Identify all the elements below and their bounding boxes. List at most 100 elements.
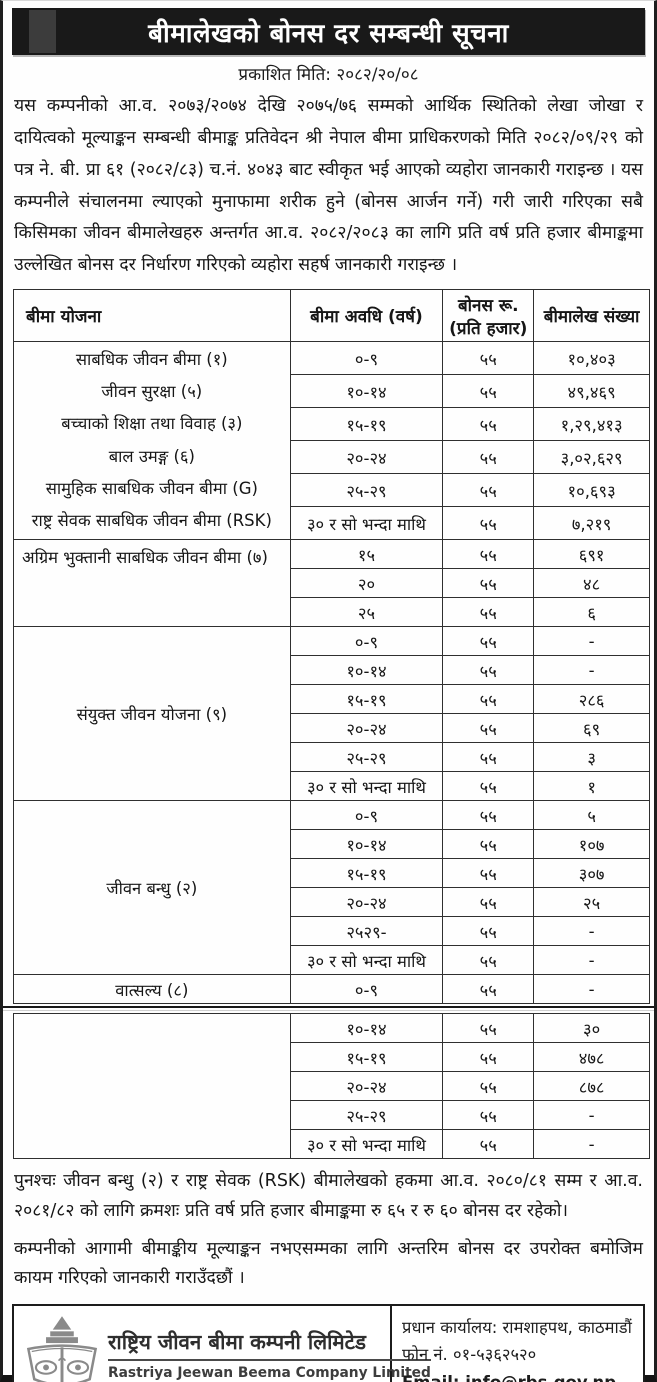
period-cell: १५-१९ [289, 1042, 444, 1073]
footnote-interim-bonus: कम्पनीको आगामी बीमाङ्कीय मूल्याङ्कन नभएस… [14, 1238, 643, 1289]
table-row: वात्सल्य (८) ०-९ ५५- [13, 974, 650, 1005]
bonus-cell: ५५ [442, 626, 535, 657]
count-cell: ४८ [533, 568, 650, 599]
count-cell: ६९ [533, 713, 650, 744]
footnote-postscript: पुनश्चः जीवन बन्धु (२) र राष्ट्र सेवक (R… [14, 1171, 643, 1221]
table-row: १०-१४ ५५ ४९,४६९ [14, 374, 650, 409]
table-row: ३० र सो भन्दा माथि ५५- [14, 1129, 650, 1160]
table-row: २०-२४ ५५ ६९ [14, 713, 650, 744]
bonus-cell: ५५ [442, 1071, 535, 1102]
period-cell: २५-२९ [289, 1100, 444, 1131]
table-header: बीमा योजना बीमा अवधि (वर्ष) बोनस रू. (प्र… [13, 289, 650, 343]
footer-contact-details: प्रधान कार्यालय: रामशाहपथ, काठमाडौं फोन … [392, 1306, 643, 1382]
count-cell: ६ [533, 597, 650, 628]
period-cell: ०-९ [289, 800, 444, 831]
count-cell: ५ [533, 800, 650, 831]
bonus-cell: ५५ [442, 771, 535, 802]
period-cell: ०-९ [289, 974, 444, 1005]
count-cell: - [533, 1129, 650, 1160]
bonus-cell: ५५ [442, 974, 535, 1005]
period-cell: ०-९ [289, 341, 444, 376]
bonus-cell: ५५ [442, 1100, 535, 1131]
scan-artifact [29, 10, 56, 53]
header-period: बीमा अवधि (वर्ष) [289, 289, 444, 343]
period-cell: २५-२९ [289, 742, 444, 773]
bonus-cell: ५५ [442, 473, 535, 508]
count-cell: १०,४०३ [533, 341, 650, 376]
plan-name: जीवन सुरक्षा (५) [101, 382, 203, 402]
bonus-cell: ५५ [442, 858, 535, 889]
bonus-cell: ५५ [442, 568, 535, 599]
bonus-cell: ५५ [442, 440, 535, 475]
count-cell: ४७८ [533, 1042, 650, 1073]
count-cell: - [533, 945, 650, 976]
period-cell: १०-१४ [289, 1013, 444, 1044]
count-cell: १०,६९३ [533, 473, 650, 508]
plan-cell-vatsalya: वात्सल्य (८) [13, 974, 291, 1005]
table-row: अग्रिम भुक्तानी साबधिक जीवन बीमा (७) १५ ५… [13, 539, 650, 628]
plan-cell-endowment-group: साबधिक जीवन बीमा (१) जीवन सुरक्षा (५) बच… [13, 341, 291, 541]
table-row: संयुक्त जीवन योजना (९) ०-९ ५५- [13, 626, 650, 802]
count-cell: २५ [533, 887, 650, 918]
period-cell: ०-९ [289, 626, 444, 657]
bonus-cell: ५५ [442, 1013, 535, 1044]
period-cell: १५-१९ [289, 858, 444, 889]
table-row: १०-१४ ५५ ३० [13, 1013, 650, 1160]
table-row: २०-२४ ५५ ३,०२,६२९ [14, 440, 650, 475]
header-bonus-line2: (प्रति हजार) [449, 318, 528, 339]
count-cell: ४९,४६९ [533, 374, 650, 409]
bonus-cell: ५५ [442, 539, 535, 570]
period-cell: १०-१४ [289, 829, 444, 860]
period-cell: २५ [289, 597, 444, 628]
bonus-cell: ५५ [442, 887, 535, 918]
count-cell: २८६ [533, 684, 650, 715]
bonus-cell: ५५ [442, 597, 535, 628]
count-cell: ३ [533, 742, 650, 773]
plan-name: बच्चाको शिक्षा तथा विवाह (३) [61, 414, 243, 434]
plan-name: सामुहिक साबधिक जीवन बीमा (G) [45, 478, 258, 498]
plan-cell-empty [13, 1013, 291, 1160]
bonus-cell: ५५ [442, 374, 535, 409]
table-row: २५-२९ ५५ १०,६९३ [14, 473, 650, 508]
title-bar: बीमालेखको बोनस दर सम्बन्धी सूचना [12, 8, 645, 55]
bonus-cell: ५५ [442, 1042, 535, 1073]
period-cell: १०-१४ [289, 655, 444, 686]
table-row: १५-१९ ५५ १,२९,४१३ [14, 407, 650, 442]
bonus-cell: ५५ [442, 713, 535, 744]
table-row: १०-१४ ५५ १०७ [14, 829, 650, 860]
page-title: बीमालेखको बोनस दर सम्बन्धी सूचना [148, 18, 509, 49]
table-row: ३० र सो भन्दा माथि ५५ ७,२१९ [14, 506, 650, 541]
count-cell: - [533, 916, 650, 947]
buddha-eyes-stupa-icon [26, 1316, 98, 1382]
bonus-cell: ५५ [442, 506, 535, 541]
footer-company-block: राष्ट्रिय जीवन बीमा कम्पनी लिमिटेड Rastr… [14, 1306, 431, 1382]
count-cell: ३०७ [533, 858, 650, 889]
plan-name: राष्ट्र सेवक साबधिक जीवन बीमा (RSK) [31, 510, 272, 530]
count-cell: १ [533, 771, 650, 802]
table-row: २५ ५५ ६ [14, 597, 650, 628]
table-row: ३० र सो भन्दा माथि ५५ १ [14, 771, 650, 802]
bonus-cell: ५५ [442, 742, 535, 773]
table-row: २० ५५ ४८ [14, 568, 650, 599]
plan-cell-jeevan-bandhu: जीवन बन्धु (२) [13, 800, 291, 976]
period-cell: १५-१९ [289, 407, 444, 442]
count-cell: - [533, 1100, 650, 1131]
table-row: २५-२९ ५५- [14, 1100, 650, 1131]
bonus-cell: ५५ [442, 341, 535, 376]
table-row: जीवन बन्धु (२) ०-९ ५५ ५ [13, 800, 650, 976]
table-row: १५-१९ ५५ ३०७ [14, 858, 650, 889]
table-row: २५-२९ ५५ ३ [14, 742, 650, 773]
period-cell: ३० र सो भन्दा माथि [289, 1129, 444, 1160]
period-cell: २५-२९ [289, 473, 444, 508]
bonus-cell: ५५ [442, 684, 535, 715]
bonus-cell: ५५ [442, 407, 535, 442]
period-cell: १५ [289, 539, 444, 570]
count-cell: ३० [533, 1013, 650, 1044]
count-cell: - [533, 974, 650, 1005]
company-names: राष्ट्रिय जीवन बीमा कम्पनी लिमिटेड Rastr… [108, 1328, 431, 1381]
bonus-cell: ५५ [442, 945, 535, 976]
bonus-cell: ५५ [442, 829, 535, 860]
table-row: ३० र सो भन्दा माथि ५५- [14, 945, 650, 976]
plan-name: बाल उमङ्ग (६) [108, 446, 195, 466]
header-plan: बीमा योजना [13, 289, 291, 343]
